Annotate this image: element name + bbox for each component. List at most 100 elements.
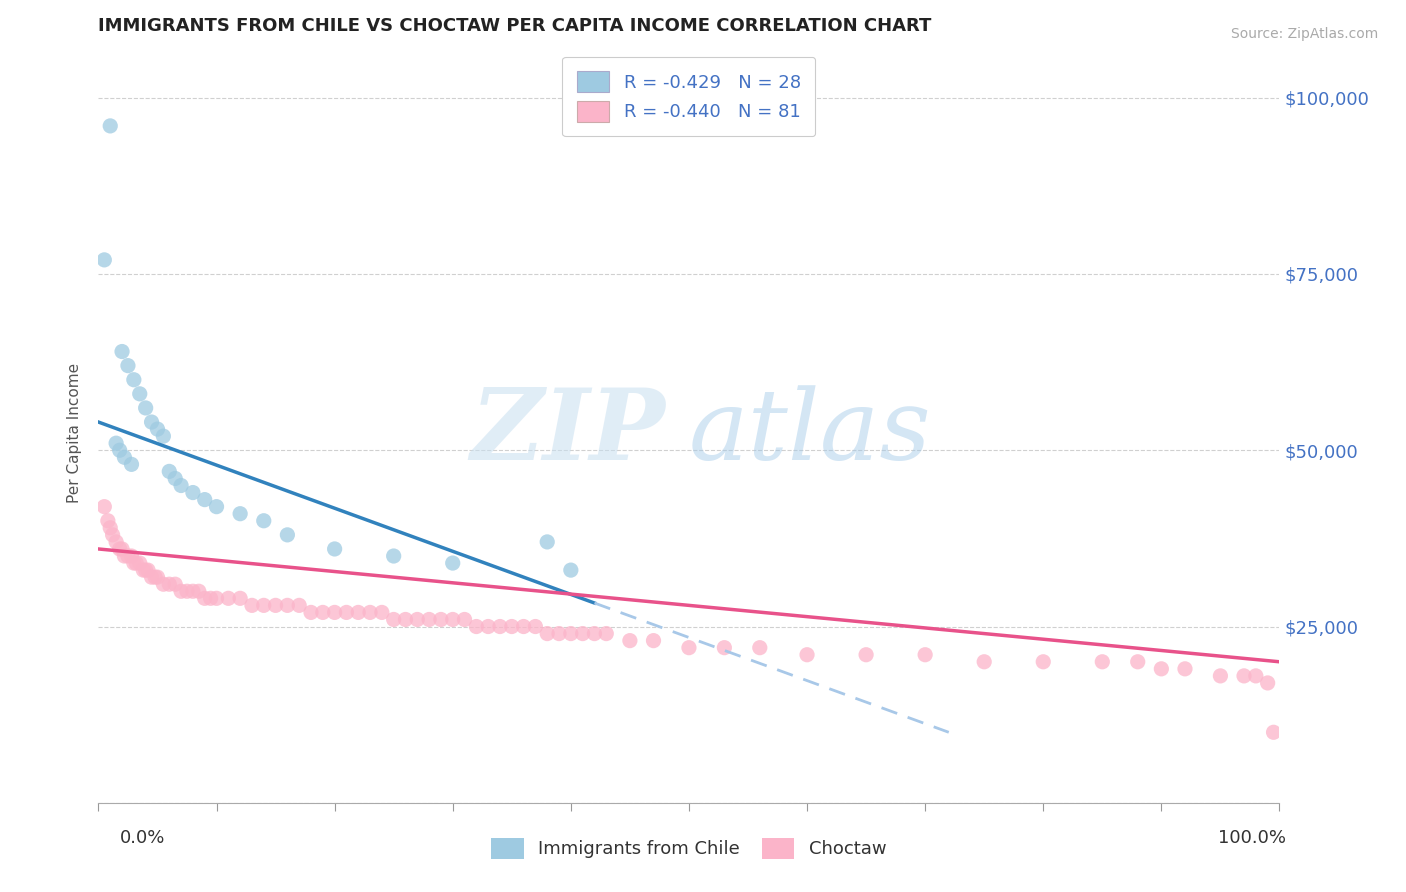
Point [117, 359, 139, 373]
Point [583, 626, 606, 640]
Point [135, 401, 157, 415]
Point [1209, 669, 1232, 683]
Point [713, 640, 735, 655]
Point [855, 648, 877, 662]
Point [143, 570, 166, 584]
Point [101, 528, 124, 542]
Point [146, 570, 169, 584]
Point [524, 619, 547, 633]
Point [141, 415, 163, 429]
Point [477, 619, 499, 633]
Point [465, 619, 488, 633]
Point [382, 549, 405, 563]
Point [441, 612, 464, 626]
Point [560, 563, 582, 577]
Point [112, 549, 135, 563]
Point [146, 422, 169, 436]
Point [98, 521, 121, 535]
Point [217, 591, 239, 606]
Point [276, 599, 298, 613]
Point [335, 606, 357, 620]
Point [595, 626, 617, 640]
Point [359, 606, 381, 620]
Point [501, 619, 523, 633]
Point [643, 633, 665, 648]
Point [181, 485, 204, 500]
Point [125, 556, 148, 570]
Point [122, 556, 145, 570]
Point [347, 606, 370, 620]
Text: Source: ZipAtlas.com: Source: ZipAtlas.com [1230, 27, 1378, 41]
Text: IMMIGRANTS FROM CHILE VS CHOCTAW PER CAPITA INCOME CORRELATION CHART: IMMIGRANTS FROM CHILE VS CHOCTAW PER CAP… [98, 17, 932, 35]
Point [117, 549, 139, 563]
Point [489, 619, 512, 633]
Point [453, 612, 475, 626]
Point [135, 563, 157, 577]
Point [240, 599, 263, 613]
Point [229, 591, 252, 606]
Point [194, 591, 217, 606]
Point [176, 584, 198, 599]
Point [571, 626, 593, 640]
Point [406, 612, 429, 626]
Point [748, 640, 770, 655]
Point [914, 648, 936, 662]
Point [165, 471, 187, 485]
Point [181, 584, 204, 599]
Point [121, 458, 143, 472]
Point [560, 626, 582, 640]
Point [1233, 669, 1256, 683]
Point [93, 500, 115, 514]
Point [97, 514, 120, 528]
Point [253, 514, 276, 528]
Point [536, 626, 558, 640]
Point [973, 655, 995, 669]
Point [264, 599, 287, 613]
Point [157, 577, 180, 591]
Point [170, 478, 193, 492]
Point [678, 640, 700, 655]
Point [157, 464, 180, 478]
Point [276, 528, 298, 542]
Point [187, 584, 209, 599]
Point [141, 570, 163, 584]
Point [108, 443, 131, 458]
Point [371, 606, 394, 620]
Text: 100.0%: 100.0% [1219, 829, 1286, 847]
Point [165, 577, 187, 591]
Point [430, 612, 453, 626]
Point [312, 606, 335, 620]
Point [441, 556, 464, 570]
Text: atlas: atlas [689, 385, 932, 480]
Point [229, 507, 252, 521]
Point [105, 436, 128, 450]
Point [112, 450, 135, 465]
Point [1126, 655, 1149, 669]
Point [299, 606, 322, 620]
Point [548, 626, 571, 640]
Point [152, 429, 174, 443]
Point [536, 535, 558, 549]
Point [418, 612, 440, 626]
Point [382, 612, 405, 626]
Point [205, 500, 228, 514]
Point [1091, 655, 1114, 669]
Point [111, 541, 134, 556]
Point [288, 599, 311, 613]
Point [205, 591, 228, 606]
Point [1257, 676, 1279, 690]
Point [1032, 655, 1054, 669]
Point [105, 535, 128, 549]
Point [194, 492, 217, 507]
Point [200, 591, 222, 606]
Legend: Immigrants from Chile, Choctaw: Immigrants from Chile, Choctaw [482, 829, 896, 868]
Point [1150, 662, 1173, 676]
Point [132, 563, 155, 577]
Text: ZIP: ZIP [471, 384, 665, 481]
Point [136, 563, 159, 577]
Point [152, 577, 174, 591]
Point [121, 549, 143, 563]
Point [796, 648, 818, 662]
Y-axis label: Per Capita Income: Per Capita Income [67, 362, 83, 503]
Point [512, 619, 534, 633]
